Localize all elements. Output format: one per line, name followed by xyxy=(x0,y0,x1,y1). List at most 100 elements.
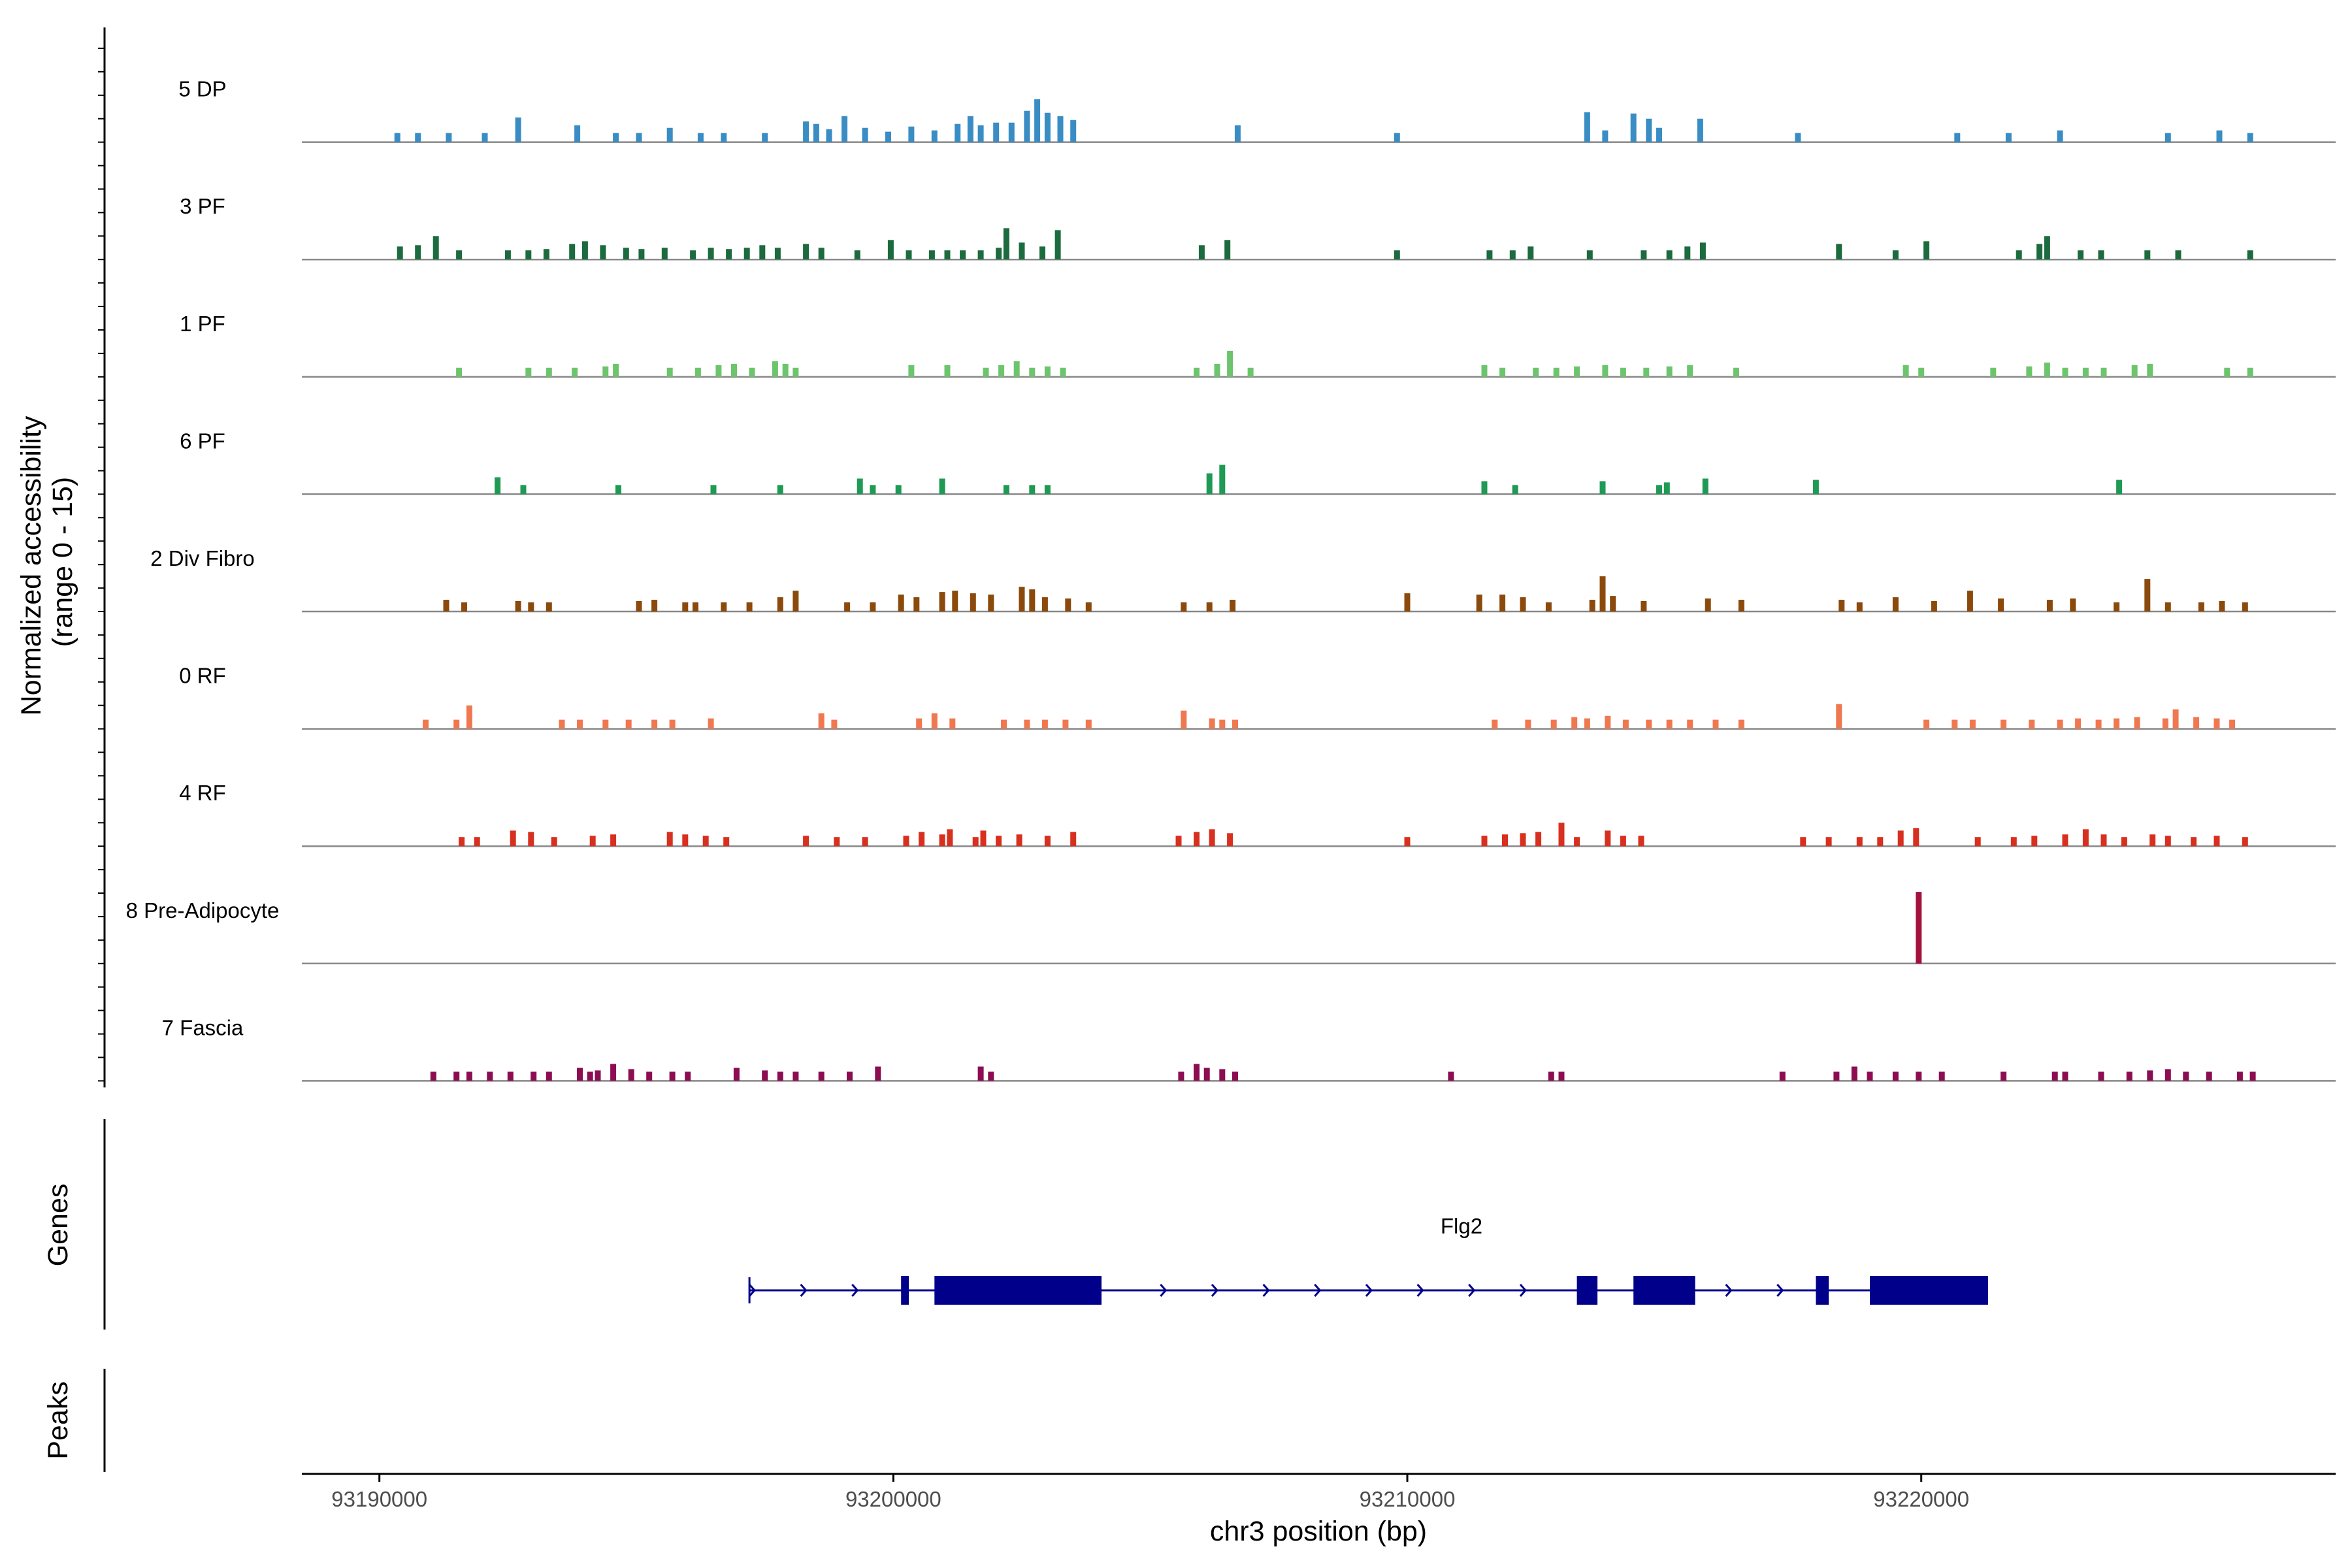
coverage-bar-3-pf-26 xyxy=(960,250,966,260)
coverage-bar-5-dp-30 xyxy=(1234,125,1241,142)
coverage-bar-3-pf-18 xyxy=(774,248,781,260)
coverage-bar-7-fascia-32 xyxy=(1779,1071,1786,1081)
coverage-bar-5-dp-18 xyxy=(908,126,915,142)
coverage-bar-5-dp-19 xyxy=(931,130,938,142)
strand-arrow-10 xyxy=(1519,1284,1527,1297)
coverage-bar-5-dp-11 xyxy=(762,133,768,142)
coverage-bar-7-fascia-2 xyxy=(466,1071,472,1081)
coverage-bar-7-fascia-26 xyxy=(1203,1068,1210,1081)
coverage-bar-7-fascia-47 xyxy=(2206,1071,2212,1081)
coverage-bar-4-rf-16 xyxy=(939,834,945,847)
coverage-bar-5-dp-33 xyxy=(1602,130,1609,142)
gene-exon-4 xyxy=(1816,1276,1829,1305)
coverage-bar-1-pf-25 xyxy=(1247,367,1254,377)
coverage-bar-2-div-fibro-1 xyxy=(461,602,467,612)
coverage-bar-4-rf-52 xyxy=(2164,836,2171,847)
coverage-bar-2-div-fibro-38 xyxy=(1705,598,1711,612)
coverage-bar-1-pf-6 xyxy=(666,367,673,377)
coverage-bar-2-div-fibro-32 xyxy=(1520,597,1526,612)
coverage-bar-5-dp-41 xyxy=(2057,130,2063,142)
coverage-bar-1-pf-30 xyxy=(1574,366,1580,377)
coverage-bar-0-rf-14 xyxy=(949,718,956,729)
coverage-bar-0-rf-41 xyxy=(2029,719,2035,729)
coverage-bar-0-rf-23 xyxy=(1232,719,1238,729)
coverage-bar-5-dp-26 xyxy=(1034,99,1041,142)
coverage-bar-0-rf-38 xyxy=(1952,719,1958,729)
coverage-bar-2-div-fibro-33 xyxy=(1545,602,1552,612)
coverage-bar-0-rf-4 xyxy=(577,719,583,729)
coverage-bar-4-rf-20 xyxy=(996,836,1002,847)
coverage-bar-3-pf-28 xyxy=(996,248,1002,260)
coverage-bar-1-pf-24 xyxy=(1227,350,1233,377)
coverage-bar-3-pf-11 xyxy=(638,249,645,260)
coverage-bar-1-pf-34 xyxy=(1666,366,1673,377)
coverage-bar-4-rf-25 xyxy=(1194,832,1200,847)
coverage-bar-7-fascia-34 xyxy=(1851,1066,1857,1081)
gene-exon-0 xyxy=(901,1276,909,1305)
coverage-bar-4-rf-32 xyxy=(1535,832,1542,847)
coverage-bar-3-pf-42 xyxy=(1684,246,1691,260)
coverage-bar-7-fascia-48 xyxy=(2236,1071,2243,1081)
coverage-bar-7-fascia-16 xyxy=(762,1070,768,1081)
coverage-bar-7-fascia-42 xyxy=(2098,1071,2104,1081)
coverage-bar-3-pf-19 xyxy=(803,244,809,260)
coverage-bar-3-pf-53 xyxy=(2175,250,2181,260)
coverage-bar-4-rf-30 xyxy=(1502,834,1508,847)
coverage-bar-0-rf-26 xyxy=(1550,719,1557,729)
coverage-bar-1-pf-22 xyxy=(1194,367,1200,377)
coverage-bar-3-pf-44 xyxy=(1836,244,1842,260)
coverage-bar-3-pf-10 xyxy=(623,248,629,260)
coverage-bar-0-rf-11 xyxy=(831,719,838,729)
coverage-bar-6-pf-17 xyxy=(1656,485,1662,495)
coverage-bar-2-div-fibro-21 xyxy=(1019,587,1025,612)
coverage-bar-7-fascia-43 xyxy=(2126,1071,2132,1081)
coverage-bar-3-pf-50 xyxy=(2078,250,2084,260)
coverage-bar-3-pf-32 xyxy=(1054,230,1061,260)
coverage-bar-2-div-fibro-35 xyxy=(1599,576,1606,612)
coverage-bar-7-fascia-17 xyxy=(777,1071,783,1081)
coverage-bar-4-rf-0 xyxy=(459,837,465,847)
coverage-bar-0-rf-35 xyxy=(1738,719,1744,729)
coverage-bar-2-div-fibro-4 xyxy=(546,602,552,612)
coverage-bar-1-pf-28 xyxy=(1533,367,1539,377)
coverage-bar-1-pf-2 xyxy=(546,367,552,377)
coverage-bar-2-div-fibro-31 xyxy=(1499,595,1506,612)
coverage-bar-6-pf-0 xyxy=(495,477,501,495)
coverage-bar-7-fascia-19 xyxy=(818,1071,825,1081)
coverage-bar-5-dp-7 xyxy=(636,133,642,142)
coverage-bar-2-div-fibro-50 xyxy=(2164,602,2171,612)
coverage-bar-0-rf-3 xyxy=(559,719,565,729)
coverage-bar-7-fascia-28 xyxy=(1232,1071,1238,1081)
coverage-bar-0-rf-50 xyxy=(2213,718,2220,729)
track-label-6-pf: 6 PF xyxy=(180,429,225,453)
coverage-bar-3-pf-5 xyxy=(525,250,532,260)
coverage-bar-2-div-fibro-29 xyxy=(1404,593,1411,612)
track-label-1-pf: 1 PF xyxy=(180,312,225,336)
coverage-bar-2-div-fibro-24 xyxy=(1065,598,1071,612)
coverage-bar-0-rf-20 xyxy=(1181,710,1187,729)
strand-arrow-3 xyxy=(1160,1284,1168,1297)
coverage-bar-5-dp-42 xyxy=(2164,133,2171,142)
coverage-bar-2-div-fibro-46 xyxy=(2046,600,2053,612)
coverage-bar-5-dp-40 xyxy=(2005,133,2012,142)
coverage-bar-3-pf-8 xyxy=(581,241,588,260)
coverage-bar-7-fascia-24 xyxy=(1178,1071,1184,1081)
coverage-bar-0-rf-19 xyxy=(1085,719,1092,729)
coverage-bar-5-dp-22 xyxy=(977,125,984,142)
coverage-bar-7-fascia-11 xyxy=(628,1069,634,1081)
coverage-bar-7-fascia-33 xyxy=(1833,1071,1840,1081)
coverage-bar-0-rf-40 xyxy=(2001,719,2007,729)
coverage-bar-7-fascia-5 xyxy=(531,1071,537,1081)
coverage-bar-5-dp-31 xyxy=(1394,133,1400,142)
coverage-bar-4-rf-46 xyxy=(2031,836,2038,847)
coverage-bar-7-fascia-0 xyxy=(430,1071,436,1081)
coverage-bar-0-rf-31 xyxy=(1646,719,1652,729)
coverage-bar-7-fascia-6 xyxy=(546,1071,552,1081)
coverage-bar-1-pf-0 xyxy=(456,367,463,377)
coverage-bar-0-rf-5 xyxy=(602,719,609,729)
coverage-bar-6-pf-14 xyxy=(1481,481,1488,495)
coverage-bar-2-div-fibro-10 xyxy=(746,602,753,612)
coverage-bar-4-rf-55 xyxy=(2242,837,2248,847)
coverage-bar-7-fascia-37 xyxy=(1916,1071,1922,1081)
coverage-bar-5-dp-29 xyxy=(1070,120,1077,142)
